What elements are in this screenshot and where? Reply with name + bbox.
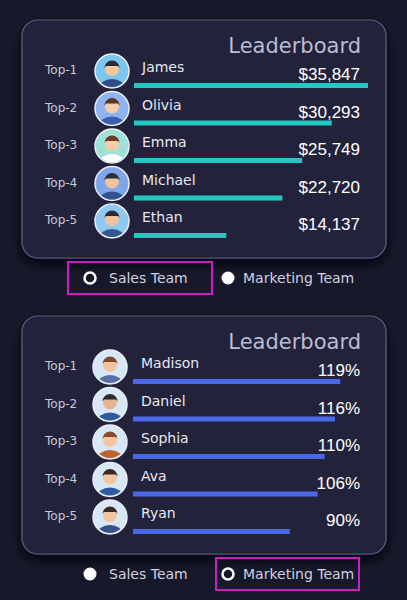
option-label[interactable]: Sales Team — [109, 270, 188, 286]
panel-title: Leaderboard — [228, 330, 361, 354]
panel-frame — [22, 316, 386, 554]
data-label: $14,137 — [299, 215, 360, 234]
avatar-body — [97, 525, 123, 543]
selection-box — [216, 558, 359, 590]
data-label: 110% — [318, 436, 360, 455]
panel-title: Leaderboard — [228, 34, 361, 58]
bar — [134, 196, 282, 201]
bars — [134, 83, 368, 238]
bar — [133, 454, 325, 459]
avatar — [95, 92, 129, 135]
rank-label: Top-4 — [44, 176, 77, 190]
avatar-body — [99, 229, 125, 247]
avatar — [93, 388, 127, 431]
team-option[interactable]: Sales Team — [68, 262, 212, 294]
category-label: Ethan — [142, 209, 183, 225]
data-label: 119% — [318, 361, 360, 380]
category-label: Ava — [141, 468, 167, 484]
avatar-hair — [105, 173, 120, 181]
avatar — [93, 425, 127, 468]
data-label: $25,749 — [299, 140, 360, 159]
team-option[interactable]: Marketing Team — [216, 558, 359, 590]
avatar — [95, 54, 129, 97]
data-label: 106% — [317, 474, 360, 493]
category-label: Sophia — [141, 430, 189, 446]
data-label: $22,720 — [299, 178, 360, 197]
avatar — [95, 204, 129, 247]
avatar-hair — [103, 394, 118, 402]
bar — [133, 529, 290, 534]
leaderboard-panel: Leaderboard Top-1 James $35,847 Top-2 Olivia $… — [22, 20, 386, 294]
canvas: Leaderboard Top-1 James $35,847 Top-2 Olivia $… — [0, 0, 407, 600]
rank-label: Top-4 — [44, 472, 77, 486]
avatar — [93, 500, 127, 543]
data-label: 116% — [318, 399, 360, 418]
data-label: $30,293 — [299, 103, 360, 122]
avatar-hair — [103, 357, 118, 365]
category-label: Madison — [141, 355, 199, 371]
team-option[interactable]: Sales Team — [84, 566, 188, 582]
rank-label: Top-1 — [44, 63, 77, 77]
background — [0, 0, 407, 600]
page-root: Leaderboard Top-1 James $35,847 Top-2 Olivia $… — [0, 0, 407, 600]
bars — [133, 379, 340, 534]
category-label: Olivia — [142, 97, 182, 113]
option-label[interactable]: Marketing Team — [243, 270, 354, 286]
avatar — [93, 350, 127, 393]
bar — [133, 492, 318, 497]
bar — [134, 233, 226, 238]
avatar-figure — [99, 211, 125, 248]
option-label[interactable]: Marketing Team — [243, 566, 354, 582]
rank-label: Top-2 — [44, 101, 77, 115]
leaderboard-panel: Leaderboard Top-1 Madison 119% Top-2 Daniel 11… — [22, 316, 386, 590]
avatar-hair — [103, 432, 118, 440]
avatar — [93, 463, 127, 506]
rank-label: Top-3 — [44, 434, 77, 448]
avatar — [95, 167, 129, 210]
radio-unselected[interactable] — [84, 568, 97, 581]
data-label: 90% — [326, 511, 360, 530]
category-label: James — [141, 59, 184, 75]
category-label: Daniel — [141, 393, 186, 409]
rank-label: Top-5 — [44, 213, 77, 227]
avatar-hair — [105, 98, 120, 105]
selection-box — [68, 262, 212, 294]
panel-frame — [22, 20, 386, 258]
radio-selected[interactable] — [85, 273, 96, 284]
bar — [133, 379, 340, 384]
data-label: $35,847 — [299, 65, 360, 84]
avatar-hair — [105, 61, 120, 68]
rank-label: Top-1 — [44, 359, 77, 373]
radio-selected[interactable] — [223, 569, 234, 580]
avatar-hair — [103, 507, 118, 515]
bar — [134, 158, 302, 163]
radio-unselected[interactable] — [222, 272, 235, 285]
rank-label: Top-3 — [44, 138, 77, 152]
avatar-figure — [97, 507, 123, 544]
avatar-hair — [103, 469, 118, 477]
option-label[interactable]: Sales Team — [109, 566, 188, 582]
avatar-hair — [105, 211, 120, 219]
category-label: Michael — [142, 172, 196, 188]
avatar-hair — [105, 136, 120, 144]
team-option[interactable]: Marketing Team — [222, 270, 355, 286]
category-label: Ryan — [141, 505, 176, 521]
rank-label: Top-5 — [44, 509, 77, 523]
avatar — [95, 129, 129, 172]
category-label: Emma — [142, 134, 187, 150]
rank-label: Top-2 — [44, 397, 77, 411]
bar — [133, 417, 335, 422]
